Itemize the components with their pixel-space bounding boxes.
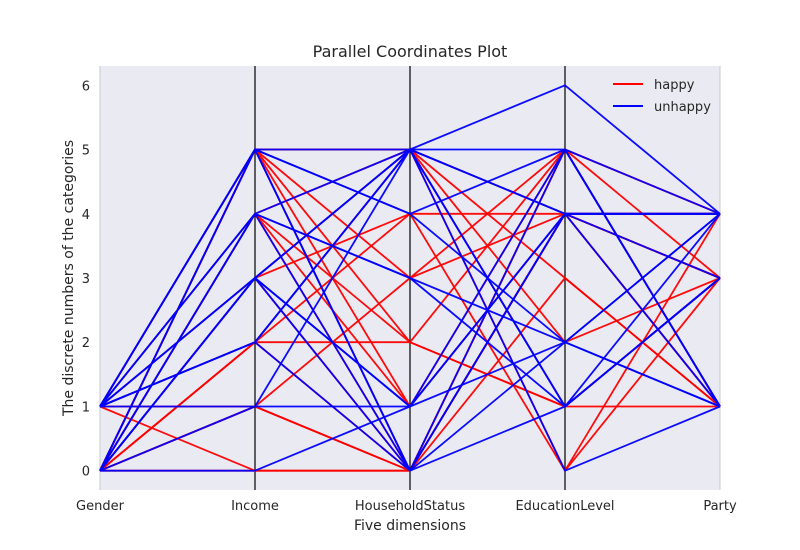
x-tick-label-party: Party xyxy=(703,499,737,514)
legend-label-happy: happy xyxy=(654,78,695,93)
x-tick-label-householdstatus: HouseholdStatus xyxy=(355,499,465,514)
data-lines xyxy=(99,84,721,472)
y-tick-label: 0 xyxy=(82,465,90,480)
chart-title: Parallel Coordinates Plot xyxy=(313,42,508,61)
x-tick-label-gender: Gender xyxy=(76,499,125,514)
y-tick-label: 3 xyxy=(82,272,90,287)
x-tick-labels: Gender Income HouseholdStatus EducationLeve… xyxy=(76,499,737,514)
series-line-unhappy-17 xyxy=(99,212,720,472)
legend-label-unhappy: unhappy xyxy=(654,100,711,115)
series-line-unhappy-19 xyxy=(99,212,721,472)
y-tick-label: 6 xyxy=(82,79,90,94)
x-tick-label-educationlevel: EducationLevel xyxy=(515,499,614,514)
y-tick-labels: 0 1 2 3 4 5 6 xyxy=(82,79,90,479)
y-tick-label: 2 xyxy=(82,336,90,351)
y-tick-label: 5 xyxy=(82,144,90,159)
legend: happy unhappy xyxy=(613,78,711,115)
y-tick-label: 4 xyxy=(82,208,90,223)
x-tick-label-income: Income xyxy=(231,499,279,514)
y-tick-label: 1 xyxy=(82,400,90,415)
x-axis-label: Five dimensions xyxy=(354,518,466,534)
y-axis-label: The discrete numbers of the categories xyxy=(61,140,77,417)
series-line-unhappy-18 xyxy=(99,148,721,407)
